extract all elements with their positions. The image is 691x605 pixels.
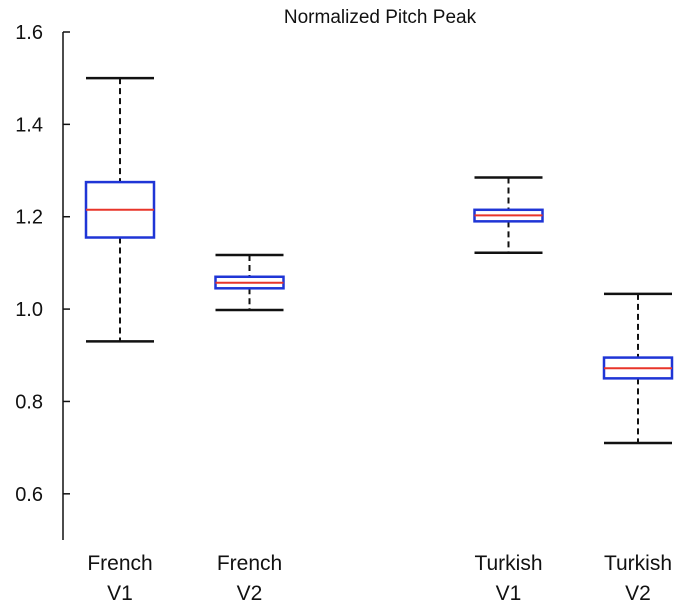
category-label-line1: Turkish: [474, 552, 542, 575]
category-label-line1: French: [217, 552, 282, 575]
box-group: [602, 292, 674, 445]
category-label-line2: V1: [107, 582, 133, 605]
y-tick-label: 0.8: [15, 391, 43, 413]
y-tick-label: 0.6: [15, 484, 43, 506]
box-group: [214, 253, 285, 312]
y-tick-label: 1.4: [15, 114, 43, 136]
y-tick-label: 1.6: [15, 22, 43, 44]
y-tick-label: 1.2: [15, 207, 43, 229]
category-label-line2: V2: [625, 582, 651, 605]
y-axis-ticks: 0.6 0.8 1.0 1.2 1.4 1.6: [15, 22, 70, 506]
category-label-line2: V2: [237, 582, 263, 605]
category-label-line2: V1: [496, 582, 522, 605]
category-label-line1: Turkish: [604, 552, 672, 575]
box-group: [84, 76, 156, 343]
box-series: [84, 76, 674, 445]
box-group: [473, 176, 544, 254]
y-tick-label: 1.0: [15, 299, 43, 321]
chart-title: Normalized Pitch Peak: [284, 7, 477, 28]
category-label-line1: French: [87, 552, 152, 575]
x-axis-labels: French V1 French V2 Turkish V1 Turkish V2: [87, 552, 672, 605]
